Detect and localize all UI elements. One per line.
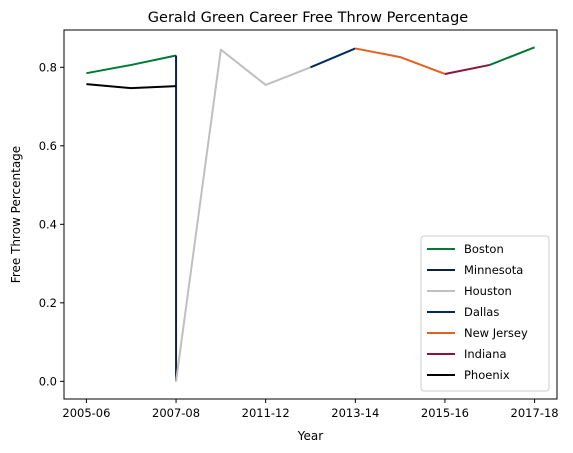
chart-title: Gerald Green Career Free Throw Percentag… <box>148 10 468 26</box>
legend-label-new-jersey: New Jersey <box>464 326 528 340</box>
x-tick-label: 2005-06 <box>62 406 110 420</box>
legend-label-boston: Boston <box>464 242 504 256</box>
plot-frame <box>63 29 558 400</box>
y-axis-label: Free Throw Percentage <box>9 146 23 283</box>
y-tick-label: 0.6 <box>39 139 57 153</box>
series-line-boston-6 <box>489 46 535 66</box>
series-line-boston-0 <box>86 54 177 75</box>
x-tick-label: 2017-18 <box>511 406 559 420</box>
y-tick-label: 0.4 <box>39 217 57 231</box>
x-tick-label: 2011-12 <box>242 406 290 420</box>
legend-label-phoenix: Phoenix <box>464 368 510 382</box>
y-tick-label: 0.8 <box>39 60 57 74</box>
series-line-indiana-5 <box>444 63 490 75</box>
x-tick-label: 2007-08 <box>152 406 200 420</box>
series-layer <box>86 46 535 382</box>
series-line-new-jersey-4 <box>355 47 446 75</box>
series-line-phoenix-7 <box>86 83 177 90</box>
y-tick-label: 0.2 <box>39 296 57 310</box>
x-tick-label: 2013-14 <box>331 406 379 420</box>
legend-label-indiana: Indiana <box>464 347 507 361</box>
x-axis-ticks: 2005-06 2007-08 2011-12 2013-14 2015-16 2017-… <box>62 399 559 420</box>
x-tick-label: 2015-16 <box>421 406 469 420</box>
legend-box <box>420 235 550 392</box>
y-axis-ticks: 0.0 0.2 0.4 0.6 0.8 <box>39 60 64 388</box>
series-line-houston-2 <box>175 48 311 382</box>
legend-label-dallas: Dallas <box>464 305 499 319</box>
y-tick-label: 0.0 <box>39 374 57 388</box>
legend-label-minnesota: Minnesota <box>464 263 523 277</box>
legend-label-houston: Houston <box>464 284 512 298</box>
x-axis-label: Year <box>297 429 323 443</box>
legend: Boston Minnesota Houston Dallas New Jersey In… <box>420 235 550 392</box>
series-line-dallas-3 <box>310 47 356 69</box>
